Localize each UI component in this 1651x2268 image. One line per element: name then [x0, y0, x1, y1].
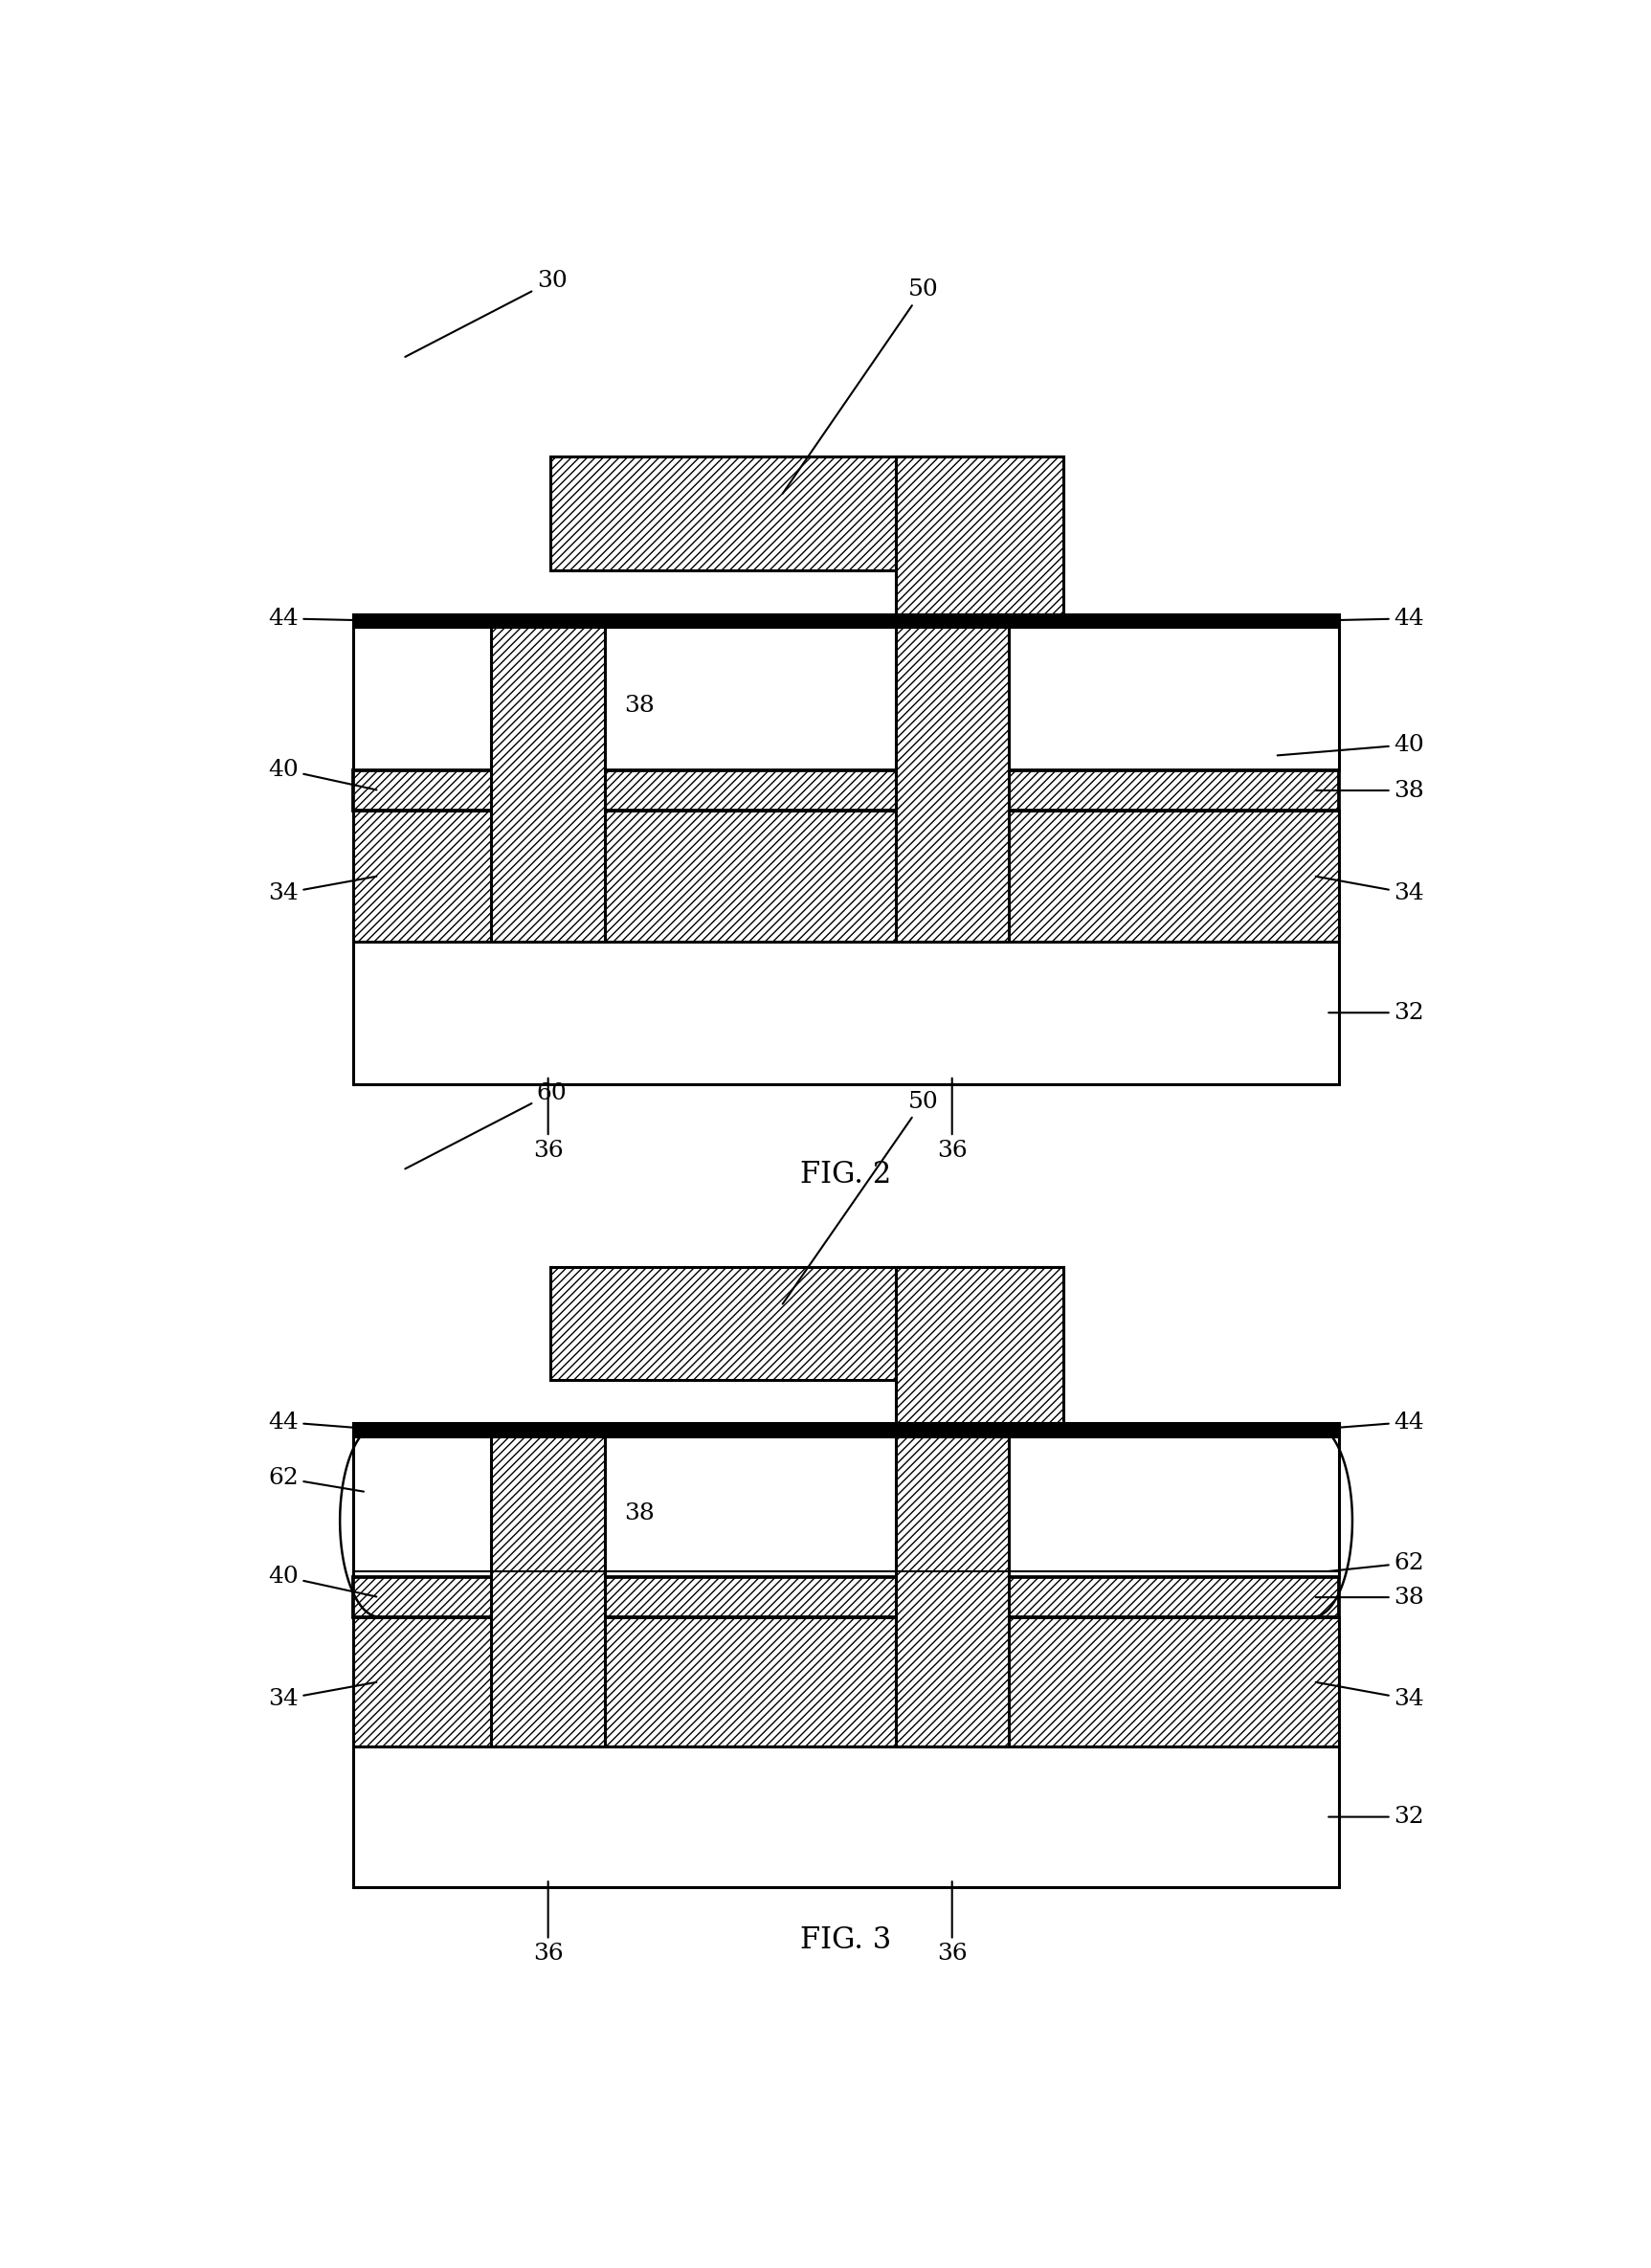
- Bar: [353, 941, 1339, 1084]
- Text: 36: 36: [533, 1882, 563, 1964]
- Bar: [895, 628, 1009, 941]
- Text: 44: 44: [1316, 1411, 1425, 1433]
- Text: 38: 38: [624, 694, 654, 717]
- Bar: [895, 1436, 1009, 1746]
- Text: 34: 34: [1316, 1683, 1425, 1710]
- Bar: [353, 1436, 1339, 1576]
- Text: 62: 62: [267, 1467, 363, 1492]
- Text: 36: 36: [936, 1882, 967, 1964]
- Bar: [353, 628, 1339, 771]
- Text: 36: 36: [936, 1077, 967, 1161]
- Text: 44: 44: [267, 608, 376, 631]
- Text: 60: 60: [404, 1082, 566, 1168]
- Text: 62: 62: [1329, 1551, 1425, 1574]
- Bar: [895, 456, 1063, 615]
- Text: 50: 50: [783, 279, 938, 494]
- Bar: [550, 456, 1063, 569]
- Text: 38: 38: [1316, 1585, 1425, 1608]
- Bar: [353, 1746, 1339, 1887]
- Text: 44: 44: [1316, 608, 1425, 631]
- Text: 34: 34: [267, 1683, 376, 1710]
- Bar: [550, 1268, 1063, 1379]
- Text: 50: 50: [783, 1091, 938, 1304]
- Text: 34: 34: [1316, 875, 1425, 905]
- Text: 36: 36: [533, 1077, 563, 1161]
- Bar: [353, 771, 1339, 810]
- Text: 44: 44: [267, 1411, 376, 1433]
- Text: 38: 38: [624, 1504, 654, 1524]
- Bar: [353, 1422, 1339, 1436]
- Bar: [353, 615, 1339, 628]
- Bar: [353, 1576, 1339, 1617]
- Text: 34: 34: [267, 875, 376, 905]
- Text: 38: 38: [1316, 780, 1425, 801]
- Text: 30: 30: [404, 270, 566, 356]
- Bar: [895, 1268, 1063, 1422]
- Text: 32: 32: [1329, 1805, 1425, 1828]
- Bar: [353, 1617, 1339, 1746]
- Text: 40: 40: [1278, 733, 1425, 755]
- Bar: [492, 628, 604, 941]
- Text: 40: 40: [267, 1565, 376, 1597]
- Text: FIG. 3: FIG. 3: [801, 1926, 892, 1955]
- Text: 40: 40: [267, 758, 376, 789]
- Bar: [492, 1436, 604, 1746]
- Text: FIG. 2: FIG. 2: [801, 1161, 892, 1191]
- Bar: [353, 810, 1339, 941]
- Text: 32: 32: [1329, 1002, 1425, 1023]
